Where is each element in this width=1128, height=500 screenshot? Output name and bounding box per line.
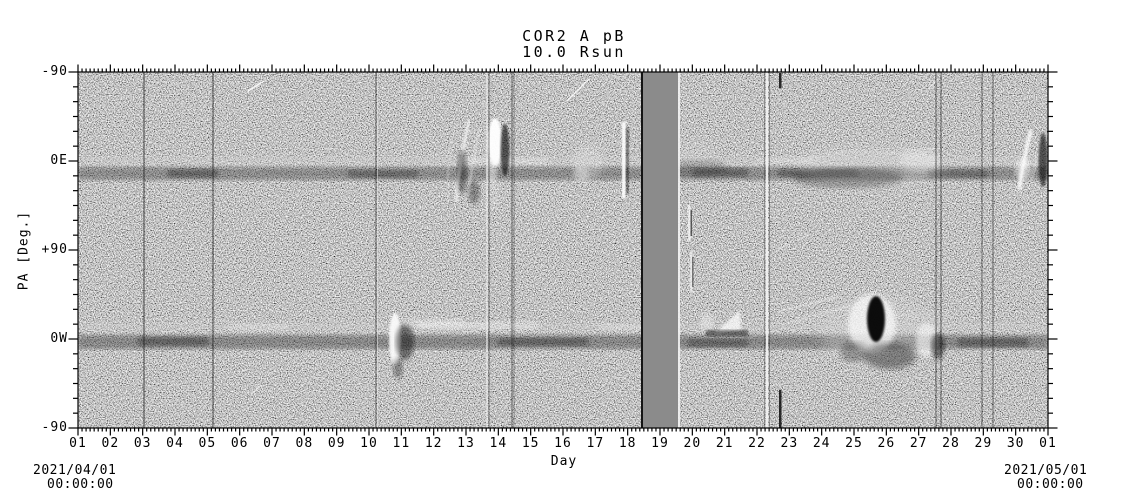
x-tick-label: 10 [360,436,378,451]
feature-fuzz-apr16-east [573,144,603,182]
x-tick-label: 24 [812,436,831,451]
cosmic-ray-streaks [247,78,939,395]
x-tick-label: 08 [295,436,314,451]
streamer-band-west [78,322,1048,349]
feature-cme-apr25-west [777,294,955,369]
y-tick-label: 0E [50,153,68,168]
heatmap-plot-area [78,72,1048,428]
x-tick-label: 16 [554,436,572,451]
x-tick-label: 15 [521,436,540,451]
x-axis-title: Day [550,454,578,469]
y-tick-label: +90 [41,242,68,257]
x-tick-label: 04 [166,436,184,451]
x-tick-label: 02 [101,436,120,451]
x-tick-label: 29 [974,436,993,451]
end-time: 00:00:00 [1017,477,1084,492]
x-tick-label: 20 [683,436,702,451]
feature-cme-apr21-west [700,310,748,336]
x-tick-label: 25 [845,436,863,451]
x-tick-label: 03 [133,436,152,451]
x-tick-label: 12 [424,436,443,451]
data-gap-lines [143,72,994,428]
x-tick-label: 17 [586,436,605,451]
x-tick-label: 28 [942,436,960,451]
x-tick-label: 21 [715,436,734,451]
feature-cme-apr11-west [389,313,463,378]
end-date: 2021/05/01 [1004,463,1088,478]
x-tick-label: 13 [457,436,475,451]
x-tick-label: 23 [780,436,799,451]
start-date: 2021/04/01 [33,463,117,478]
x-tick-label: 27 [909,436,928,451]
chart-title: COR2 A pB [522,27,626,45]
x-tick-label: 05 [198,436,217,451]
x-tick-label: 09 [327,436,346,451]
x-tick-label: 18 [618,436,637,451]
x-tick-label: 22 [748,436,766,451]
y-tick-label: -90 [41,64,68,79]
start-time: 00:00:00 [47,477,114,492]
x-tick-label: 30 [1006,436,1025,451]
x-tick-label: 01 [1039,436,1057,451]
feature-cme-apr12-east [446,119,480,205]
x-tick-label: 06 [230,436,249,451]
y-tick-label: -90 [41,420,68,435]
y-tick-label: 0W [50,331,68,346]
chart-subtitle: 10.0 Rsun [522,43,626,61]
x-tick-label: 26 [877,436,896,451]
x-tick-label: 19 [651,436,669,451]
x-tick-label: 14 [489,436,508,451]
axis-frame [68,64,1058,436]
x-tick-label: 07 [263,436,281,451]
x-tick-label: 11 [392,436,411,451]
feature-cme-apr14-east [487,118,510,210]
x-tick-label: 01 [69,436,87,451]
axis-ticks [68,64,1058,436]
feature-cme-apr30-east [1009,129,1048,201]
feature-streak-apr17-east [622,122,629,198]
